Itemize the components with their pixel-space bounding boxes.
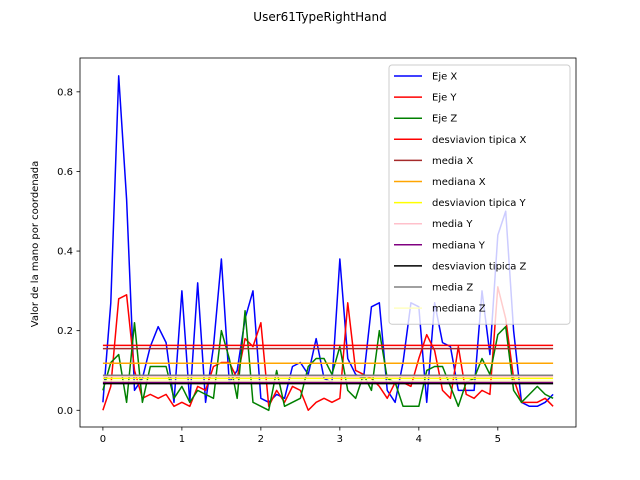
x-tick-label: 5 — [495, 434, 501, 445]
legend-label: Eje X — [432, 72, 457, 83]
x-tick-label: 3 — [337, 434, 343, 445]
series-line-2 — [102, 310, 554, 412]
legend-label: desviavion tipica X — [432, 135, 526, 146]
legend-label: media Z — [432, 283, 473, 294]
y-tick-label: 0.4 — [57, 247, 73, 258]
legend-label: mediana Y — [432, 240, 486, 251]
x-tick-label: 4 — [416, 434, 422, 445]
legend-label: desviavion tipica Z — [432, 261, 526, 272]
y-tick-label: 0.2 — [57, 326, 73, 337]
legend-label: Eje Y — [432, 93, 457, 104]
legend: Eje X Eje Y Eje Z desviavion tipica X media … — [388, 64, 571, 325]
legend-label: Eje Z — [432, 114, 457, 125]
x-tick-label: 0 — [100, 434, 106, 445]
y-axis-label: Valor de la mano por coordenada — [30, 161, 41, 328]
legend-label: media X — [432, 156, 473, 167]
y-tick-label: 0.8 — [57, 87, 73, 98]
y-tick-label: 0.0 — [57, 406, 73, 417]
axes-frame — [79, 57, 577, 428]
legend-label: media Y — [432, 219, 473, 230]
legend-label: desviavion tipica Y — [432, 198, 526, 209]
plot-area — [102, 75, 554, 412]
chart-title: User61TypeRightHand — [253, 10, 386, 24]
x-tick-label: 2 — [258, 434, 264, 445]
x-tick-label: 1 — [179, 434, 185, 445]
legend-box — [388, 64, 571, 325]
legend-label: mediana X — [432, 177, 486, 188]
legend-label: mediana Z — [432, 304, 486, 315]
series-line-1 — [102, 286, 554, 412]
y-tick-label: 0.6 — [57, 167, 73, 178]
